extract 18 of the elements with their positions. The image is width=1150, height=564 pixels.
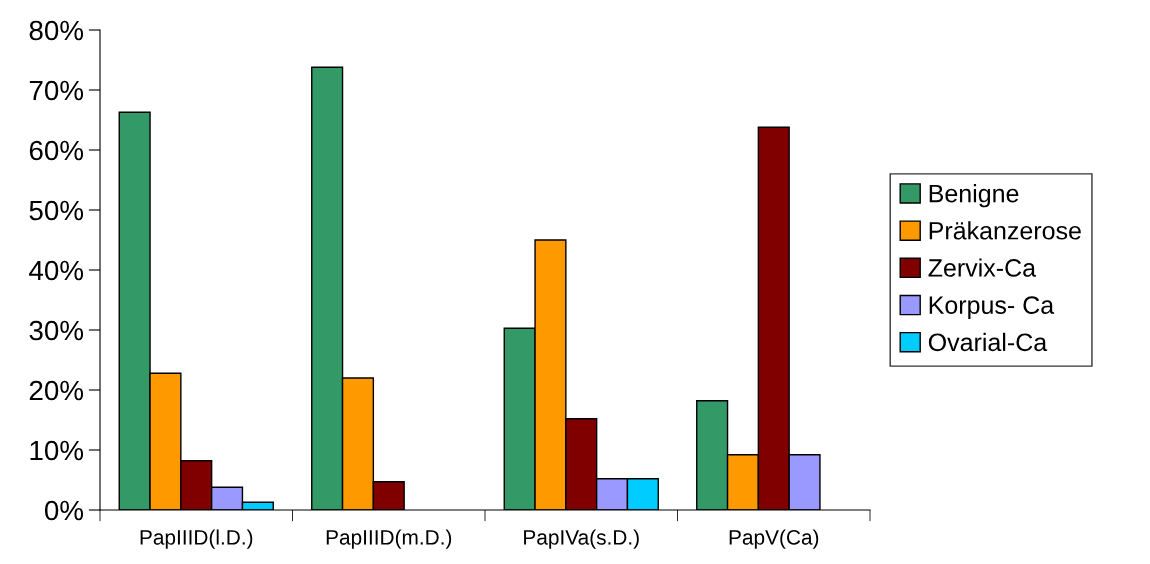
- y-tick-label: 60%: [29, 140, 84, 161]
- y-tick-label: 30%: [29, 320, 84, 341]
- y-tick-label: 50%: [29, 200, 84, 221]
- y-tick-label: 10%: [30, 440, 84, 461]
- x-tick-label: PapIIID(l.D.): [140, 529, 253, 549]
- y-tick-label: 40%: [29, 260, 84, 281]
- y-tick-label: 70%: [29, 80, 84, 101]
- legend-label: Korpus- Ca: [929, 296, 1055, 319]
- y-tick-label: 0%: [44, 500, 84, 521]
- legend-label: Ovarial-Ca: [928, 332, 1048, 352]
- x-tick-label: PapIIID(m.D.): [326, 529, 452, 549]
- legend-label: Präkanzerose: [929, 221, 1081, 240]
- y-tick-label: 20%: [29, 380, 84, 401]
- x-tick-label: PapV(Ca): [729, 529, 819, 549]
- legend-label: Zervix-Ca: [928, 258, 1037, 277]
- x-tick-label: PapIVa(s.D.): [524, 529, 639, 549]
- y-tick-label: 80%: [29, 20, 84, 41]
- legend-label: Benigne: [929, 184, 1019, 208]
